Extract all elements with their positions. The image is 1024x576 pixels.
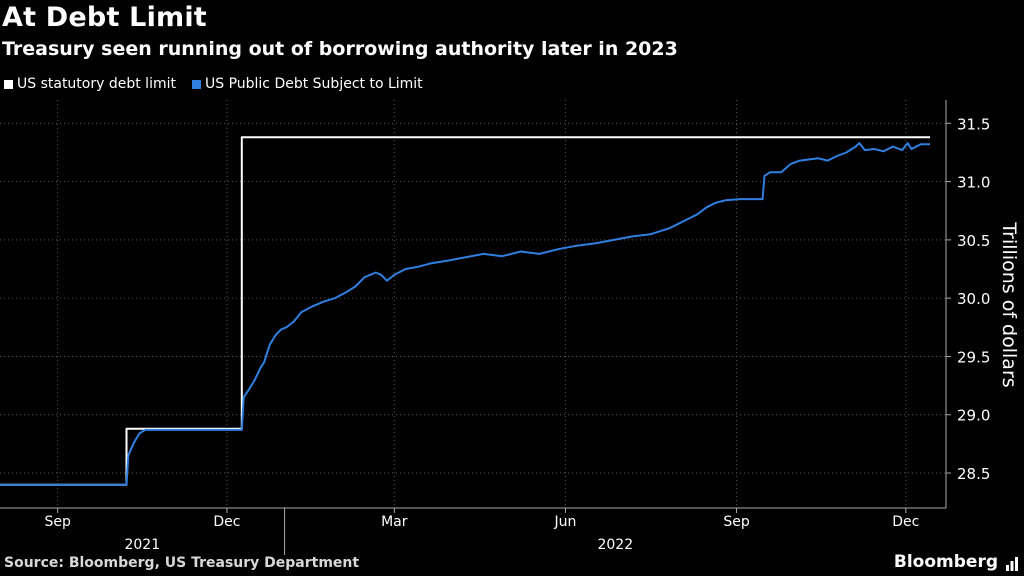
legend-swatch-public-debt [191,79,201,89]
legend-item-public-debt: US Public Debt Subject to Limit [191,76,423,92]
year-label: 2021 [124,537,160,553]
legend: US statutory debt limit US Public Debt S… [4,76,439,92]
legend-label-public-debt: US Public Debt Subject to Limit [204,76,423,92]
chart-title: At Debt Limit [2,2,207,33]
legend-swatch-debt-limit [4,79,13,89]
x-tick-label: Sep [723,514,750,530]
y-tick-label: 29.0 [957,407,990,425]
y-axis-title: Trillions of dollars [998,221,1020,387]
legend-label-debt-limit: US statutory debt limit [17,76,176,92]
y-tick-label: 30.5 [957,232,990,250]
brand-bars-icon [1006,557,1018,571]
chart-subtitle: Treasury seen running out of borrowing a… [2,38,678,60]
x-tick-label: Dec [213,514,240,530]
y-tick-label: 28.5 [957,465,990,483]
x-tick-label: Jun [554,514,577,530]
y-tick-label: 31.5 [957,115,990,133]
source-note: Source: Bloomberg, US Treasury Departmen… [4,555,360,571]
y-tick-label: 30.0 [957,290,990,308]
y-tick-label: 31.0 [957,174,990,192]
x-tick-label: Sep [44,514,71,530]
year-label: 2022 [597,537,633,553]
bloomberg-logo: Bloomberg [893,552,998,572]
public-debt-line [0,142,930,486]
legend-item-debt-limit: US statutory debt limit [4,76,176,92]
x-tick-label: Dec [892,514,919,530]
y-tick-label: 29.5 [957,348,990,366]
x-tick-label: Mar [381,514,408,530]
